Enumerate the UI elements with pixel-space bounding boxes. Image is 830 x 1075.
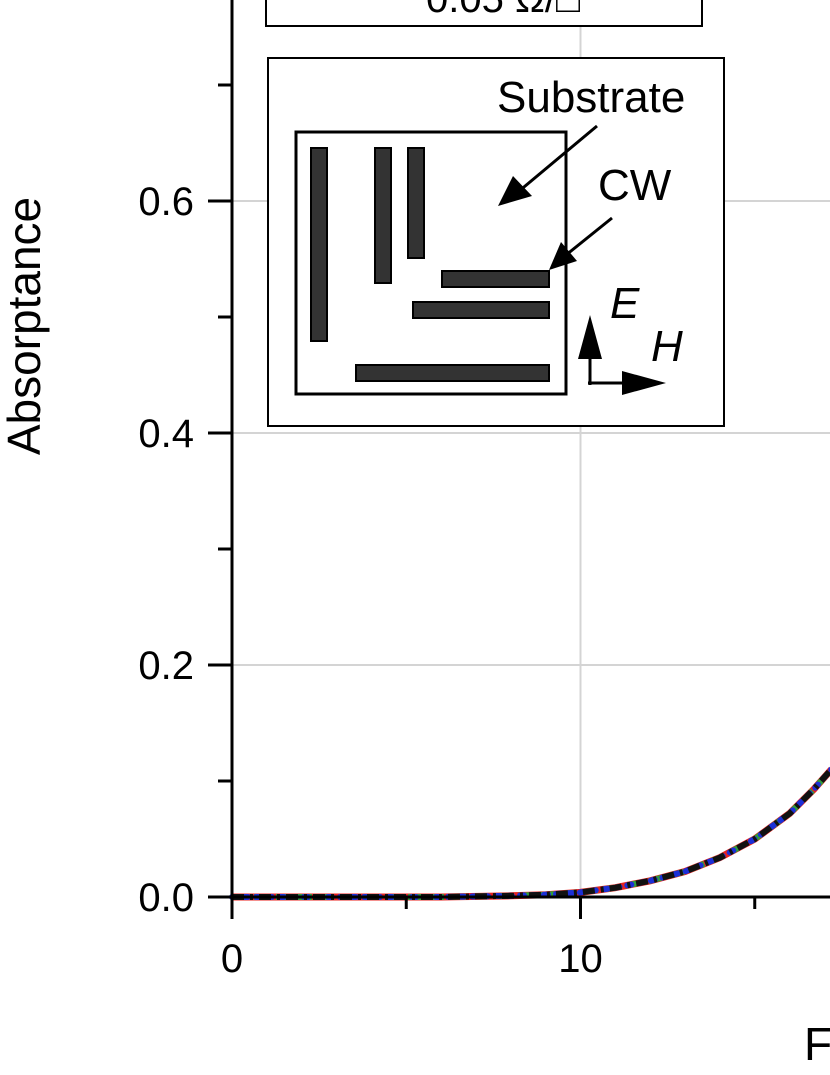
cut-wire-vertical-3: [407, 147, 425, 259]
cw-arrow-line: [565, 216, 613, 257]
cut-wire-horizontal-3: [355, 364, 550, 382]
series-line-4: [232, 767, 830, 900]
cut-wire-vertical-1: [310, 147, 328, 342]
e-field-label: E: [610, 279, 640, 328]
h-field-label: H: [651, 322, 683, 371]
cut-wire-horizontal-1: [441, 270, 550, 288]
inset-diagram: Substrate CW E H: [267, 57, 725, 427]
x-tick-label: 10: [558, 937, 603, 981]
legend-fragment-label: 0.05 Ω/□: [426, 0, 580, 21]
y-tick-label: 0.2: [138, 644, 194, 688]
substrate-arrow-line: [517, 124, 598, 194]
x-axis-title-fragment: F: [804, 1018, 830, 1070]
cw-arrow-head: [549, 242, 577, 270]
e-field-arrow-head: [578, 315, 602, 359]
series-layer: [229, 766, 830, 901]
x-tick-label: 0: [221, 937, 243, 981]
legend-box: [265, 0, 703, 27]
substrate-arrow-head: [498, 176, 532, 206]
cw-label: CW: [598, 161, 672, 210]
y-tick-label: 0.6: [138, 180, 194, 224]
ticks: 0.0 0.2 0.4 0.6 0 10: [138, 83, 757, 981]
cut-wire-horizontal-2: [412, 301, 550, 319]
legend-fragment: 0.05 Ω/□: [265, 0, 703, 27]
h-field-arrow-head: [622, 371, 666, 395]
cut-wire-vertical-2: [374, 147, 392, 284]
substrate-label: Substrate: [497, 73, 685, 122]
y-axis-title: Absorptance: [0, 197, 50, 455]
y-tick-label: 0.0: [138, 876, 194, 920]
series-line-3: [229, 766, 830, 900]
substrate-square: [294, 130, 568, 396]
y-tick-label: 0.4: [138, 412, 194, 456]
series-line-1: [232, 767, 830, 901]
axes: [230, 0, 830, 899]
series-line-2: [232, 767, 830, 900]
